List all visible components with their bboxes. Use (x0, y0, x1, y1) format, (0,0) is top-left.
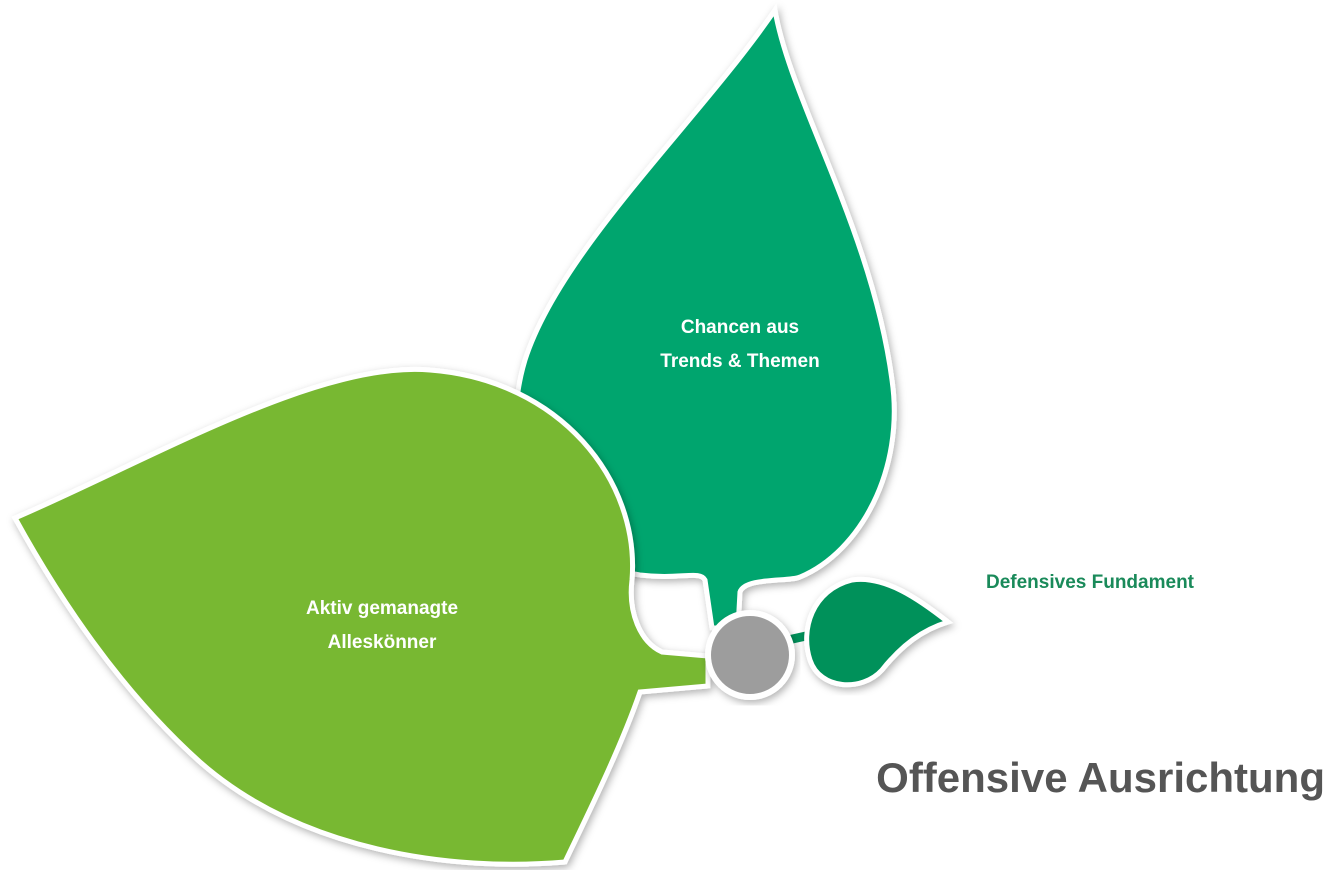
leaf-label: Trends & Themen (660, 351, 819, 372)
leaf-label: Aktiv gemanagte (306, 598, 458, 619)
leaf-label: Chancen aus (681, 317, 799, 338)
leaf-label: Defensives Fundament (986, 572, 1195, 593)
leaf-defensive (804, 576, 954, 688)
leaf-allrounder (11, 366, 711, 867)
leaf-label: Alleskönner (328, 632, 437, 653)
leaf-trends (513, 3, 897, 631)
title: Offensive Ausrichtung (876, 754, 1325, 801)
center-node (705, 610, 795, 700)
